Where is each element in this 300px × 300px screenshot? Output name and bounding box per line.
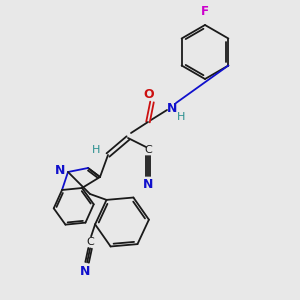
Text: N: N [143, 178, 153, 190]
Text: H: H [92, 145, 100, 155]
Text: F: F [201, 5, 209, 18]
Text: N: N [55, 164, 65, 176]
Text: H: H [177, 112, 185, 122]
Text: N: N [80, 265, 90, 278]
Text: C: C [86, 237, 94, 248]
Text: O: O [144, 88, 154, 100]
Text: N: N [167, 101, 177, 115]
Text: C: C [144, 145, 152, 155]
